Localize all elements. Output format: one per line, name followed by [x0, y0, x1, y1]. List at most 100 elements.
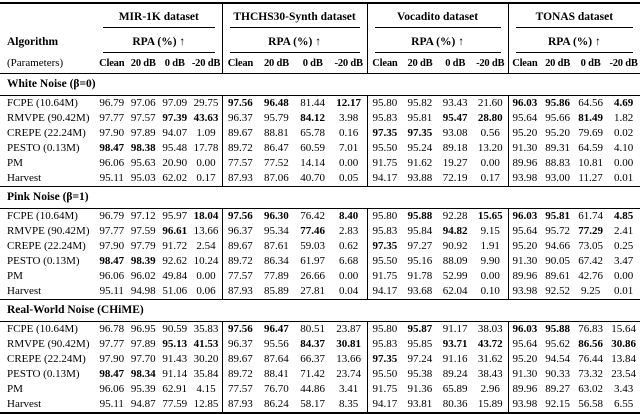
value-cell: 97.56 — [221, 321, 259, 337]
value-cell: 92.28 — [442, 210, 468, 222]
value-cell: 94.17 — [366, 397, 403, 413]
metric-header: RPA (%) ↑ — [221, 28, 368, 53]
value-cell: 1.91 — [480, 240, 500, 252]
value-cell: 95.63 — [130, 157, 156, 169]
value-cell: 96.95 — [130, 323, 156, 335]
algorithm-cell: FCPE (10.64M) — [7, 97, 78, 109]
value-cell: 77.89 — [264, 270, 289, 282]
value-cell: 8.40 — [339, 210, 359, 222]
value-cell: 87.93 — [221, 397, 259, 413]
metric-header: RPA (%) ↑ — [366, 28, 509, 53]
value-cell: 81.44 — [300, 97, 326, 109]
value-cell: 77.59 — [162, 398, 188, 410]
table-row: RMVPE (90.42M) 97.77 97.57 97.39 43.63 96.37 9… — [0, 111, 640, 126]
value-cell: 71.42 — [300, 368, 326, 380]
value-cell: 98.38 — [130, 142, 156, 154]
value-cell: 93.81 — [407, 398, 433, 410]
value-cell: 13.66 — [336, 353, 362, 365]
value-cell: 97.35 — [366, 126, 403, 141]
algorithm-cell: RMVPE (90.42M) — [7, 112, 90, 124]
value-cell: 91.75 — [366, 382, 403, 397]
value-cell: 35.84 — [193, 368, 219, 380]
value-cell: 95.79 — [264, 112, 289, 124]
value-cell: 89.96 — [507, 156, 542, 171]
value-cell: 49.84 — [162, 270, 188, 282]
value-cell: 96.06 — [99, 157, 125, 169]
value-cell: 10.81 — [578, 157, 603, 169]
table-row: PESTO (0.13M) 98.47 98.39 92.62 10.24 89.72 86… — [0, 254, 640, 269]
value-cell: 23.54 — [611, 368, 636, 380]
value-cell: 51.06 — [162, 285, 188, 297]
value-cell: 93.43 — [442, 97, 468, 109]
value-cell: 87.64 — [264, 353, 289, 365]
value-cell: 94.17 — [366, 171, 403, 187]
value-cell: 15.65 — [477, 210, 503, 222]
value-cell: 77.46 — [300, 225, 326, 237]
value-cell: 98.34 — [130, 368, 156, 380]
value-cell: 89.31 — [545, 142, 570, 154]
value-cell: 0.06 — [196, 285, 216, 297]
value-cell: 95.50 — [366, 254, 403, 269]
value-cell: 17.78 — [193, 142, 219, 154]
value-cell: 89.18 — [442, 142, 468, 154]
condition-header: 20 dB — [407, 57, 433, 69]
value-cell: 91.36 — [407, 383, 433, 395]
metric-label: RPA (%) ↑ — [411, 36, 464, 48]
value-cell: 95.11 — [99, 172, 124, 184]
value-cell: 95.97 — [162, 210, 188, 222]
algorithm-cell: PM — [7, 157, 23, 169]
value-cell: 88.83 — [545, 157, 570, 169]
value-cell: 96.37 — [221, 337, 259, 352]
algorithm-header: Algorithm — [7, 36, 59, 48]
value-cell: 95.88 — [407, 210, 433, 222]
dataset-header-tonas: TONAS dataset — [507, 3, 640, 28]
value-cell: 23.74 — [336, 368, 362, 380]
value-cell: 0.00 — [196, 157, 216, 169]
value-cell: 21.60 — [477, 97, 503, 109]
value-cell: 30.81 — [336, 338, 362, 350]
table-row: PESTO (0.13M) 98.47 98.38 95.48 17.78 89.72 86… — [0, 141, 640, 156]
value-cell: 0.00 — [480, 157, 500, 169]
value-cell: 91.16 — [442, 353, 468, 365]
value-cell: 87.06 — [264, 172, 289, 184]
value-cell: 96.37 — [221, 224, 259, 239]
value-cell: 0.05 — [339, 172, 359, 184]
parameters-header: (Parameters) — [7, 56, 64, 69]
table-row: PM 96.06 96.02 49.84 0.00 77.57 77.89 26.66 0.00… — [0, 269, 640, 284]
value-cell: 77.29 — [578, 225, 603, 237]
value-cell: 95.39 — [130, 383, 156, 395]
dataset-header-vocadito: Vocadito dataset — [366, 3, 509, 28]
value-cell: 89.67 — [221, 126, 259, 141]
cmidrule: RPA (%) ↑ — [229, 36, 360, 53]
value-cell: 41.53 — [193, 338, 219, 350]
metric-header-row: Algorithm RPA (%) ↑ RPA (%) ↑ RPA (%) ↑ … — [0, 28, 640, 53]
value-cell: 13.66 — [193, 225, 219, 237]
value-cell: 95.66 — [545, 112, 570, 124]
value-cell: 88.09 — [442, 255, 468, 267]
value-cell: 12.85 — [193, 398, 219, 410]
value-cell: 96.47 — [264, 323, 289, 335]
condition-header: Clean — [507, 53, 542, 74]
value-cell: 0.00 — [339, 270, 359, 282]
value-cell: 30.86 — [611, 338, 636, 350]
value-cell: 95.80 — [366, 321, 403, 337]
condition-header: -20 dB — [476, 57, 505, 69]
dataset-header-thchs30: THCHS30-Synth dataset — [221, 3, 368, 28]
value-cell: 96.03 — [507, 208, 542, 224]
value-cell: 77.57 — [221, 156, 259, 171]
value-cell: 11.27 — [578, 172, 603, 184]
value-cell: 80.51 — [300, 323, 326, 335]
value-cell: 88.41 — [264, 368, 289, 380]
value-cell: 56.58 — [578, 398, 603, 410]
value-cell: 0.00 — [480, 270, 500, 282]
value-cell: 97.35 — [407, 127, 433, 139]
section-header-row: Pink Noise (β=1) — [0, 186, 640, 209]
value-cell: 0.25 — [613, 240, 634, 252]
value-cell: 95.64 — [507, 337, 542, 352]
section-title: Pink Noise (β=1) — [0, 186, 640, 209]
value-cell: 61.97 — [300, 255, 326, 267]
section-header-row: White Noise (β=0) — [0, 73, 640, 96]
value-cell: 89.72 — [221, 141, 259, 156]
condition-header: 20 dB — [545, 57, 571, 69]
algorithm-cell: FCPE (10.64M) — [7, 323, 78, 335]
